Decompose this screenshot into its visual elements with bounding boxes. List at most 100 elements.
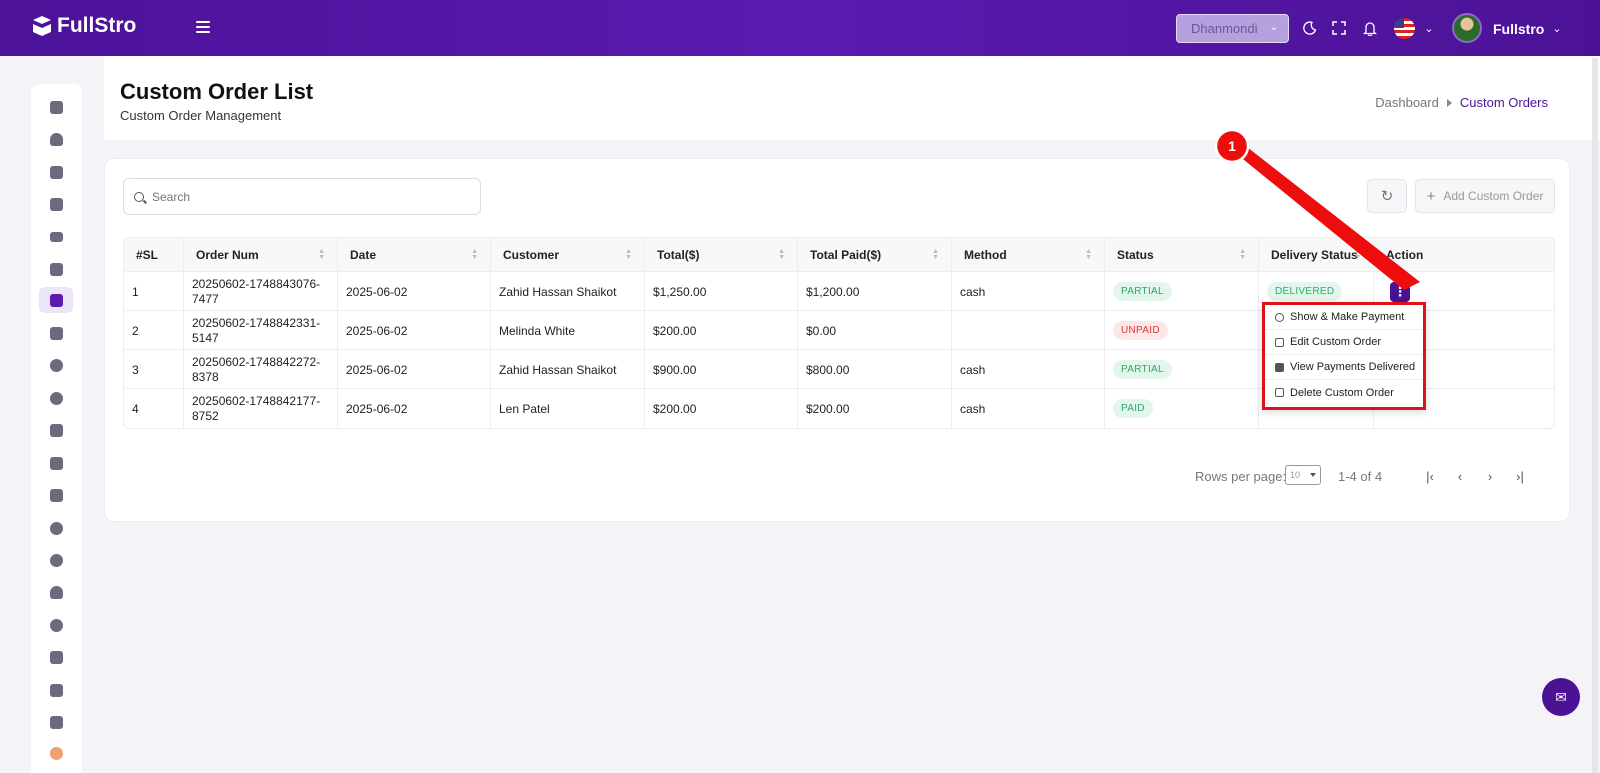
link-icon: [49, 618, 63, 632]
user-check-icon: [49, 585, 63, 599]
rows-per-page-value: 10: [1290, 470, 1301, 480]
sidebar-item-cart[interactable]: [39, 224, 73, 250]
cell-status: UNPAID: [1105, 311, 1259, 350]
sidebar-item-dashboard[interactable]: [39, 94, 73, 120]
bookmark-icon: [49, 683, 63, 697]
next-page-icon[interactable]: ›: [1487, 468, 1493, 484]
trash-icon: [1275, 388, 1284, 397]
sort-icon[interactable]: ▲ ▼: [1085, 248, 1092, 261]
chevron-down-icon: ⌄: [1269, 22, 1278, 33]
refresh-button[interactable]: ↻: [1367, 179, 1407, 213]
cell-date: 2025-06-02: [338, 272, 491, 311]
cell-method: [952, 311, 1105, 350]
breadcrumb-dashboard-link[interactable]: Dashboard: [1375, 95, 1439, 110]
fullscreen-icon[interactable]: [1329, 18, 1349, 38]
column-header-total[interactable]: Total($) ▲ ▼: [645, 238, 798, 272]
language-chevron-down-icon[interactable]: ⌄: [1424, 22, 1434, 35]
sidebar-item-documents[interactable]: [39, 191, 73, 217]
sidebar-item-expenses[interactable]: [39, 450, 73, 476]
first-page-icon[interactable]: |‹: [1426, 468, 1434, 484]
sort-icon[interactable]: ▲ ▼: [932, 248, 939, 261]
menu-item-label: Show & Make Payment: [1290, 311, 1405, 323]
sidebar-item-accounts[interactable]: [39, 482, 73, 508]
cell-total: $200.00: [645, 311, 798, 350]
cell-date: 2025-06-02: [338, 350, 491, 389]
search-box[interactable]: [123, 178, 481, 215]
bell-icon[interactable]: [1360, 18, 1380, 38]
user-chevron-down-icon[interactable]: ⌄: [1552, 22, 1562, 35]
column-header-delivery-status[interactable]: Delivery Status ▲ ▼: [1259, 238, 1374, 272]
sidebar-item-integrations[interactable]: [39, 612, 73, 638]
us-flag-icon[interactable]: [1394, 18, 1415, 39]
cell-sl: 2: [124, 311, 184, 350]
rows-per-page-select[interactable]: 10: [1285, 465, 1321, 485]
sidebar-item-more[interactable]: [39, 740, 73, 766]
sidebar-item-config[interactable]: [39, 547, 73, 573]
prev-page-icon[interactable]: ‹: [1457, 468, 1463, 484]
cell-total: $900.00: [645, 350, 798, 389]
sort-icon[interactable]: ▲ ▼: [625, 248, 632, 261]
cell-total: $1,250.00: [645, 272, 798, 311]
sidebar-item-custom-orders[interactable]: [39, 287, 73, 313]
sidebar-item-roles[interactable]: [39, 579, 73, 605]
sort-icon[interactable]: ▲ ▼: [318, 248, 325, 261]
menu-item-delete-custom-order[interactable]: Delete Custom Order: [1265, 380, 1423, 405]
chat-button[interactable]: ✉: [1542, 678, 1580, 716]
sidebar: [31, 84, 82, 773]
sidebar-item-customers[interactable]: [39, 385, 73, 411]
menu-icon[interactable]: [196, 21, 210, 33]
search-input[interactable]: [152, 189, 452, 204]
column-header-sl: #SL: [124, 238, 184, 272]
pagination: Rows per page: 10 1-4 of 4 |‹ ‹ › ›|: [1195, 465, 1555, 489]
sidebar-item-reports[interactable]: [39, 417, 73, 443]
sort-icon[interactable]: ▲ ▼: [778, 248, 785, 261]
list-icon: [49, 456, 63, 470]
add-custom-order-button[interactable]: + Add Custom Order: [1415, 179, 1555, 213]
status-badge: PARTIAL: [1113, 360, 1172, 379]
chat-bubble-icon: ✉: [1555, 688, 1567, 705]
last-page-icon[interactable]: ›|: [1516, 468, 1524, 484]
cell-date: 2025-06-02: [338, 389, 491, 428]
scrollbar[interactable]: [1592, 58, 1598, 773]
cell-customer: Melinda White: [491, 311, 645, 350]
column-header-status[interactable]: Status ▲ ▼: [1105, 238, 1259, 272]
row-actions-button[interactable]: ⋮: [1390, 281, 1410, 302]
logo-mark-icon: [33, 16, 51, 36]
column-header-date[interactable]: Date ▲ ▼: [338, 238, 491, 272]
sort-icon[interactable]: ▲ ▼: [1239, 248, 1246, 261]
menu-item-view-payments-delivered[interactable]: View Payments Delivered: [1265, 355, 1423, 380]
sidebar-item-tailoring[interactable]: [39, 320, 73, 346]
sidebar-item-shop[interactable]: [39, 256, 73, 282]
row-actions-menu: Show & Make Payment Edit Custom Order Vi…: [1262, 302, 1426, 410]
column-header-customer[interactable]: Customer ▲ ▼: [491, 238, 645, 272]
column-header-total-paid[interactable]: Total Paid($) ▲ ▼: [798, 238, 952, 272]
column-header-order-num[interactable]: Order Num ▲ ▼: [184, 238, 338, 272]
sidebar-item-settings[interactable]: [39, 515, 73, 541]
cell-sl: 4: [124, 389, 184, 428]
menu-item-edit-custom-order[interactable]: Edit Custom Order: [1265, 330, 1423, 355]
sidebar-item-bookmarks[interactable]: [39, 677, 73, 703]
sidebar-item-staff[interactable]: [39, 352, 73, 378]
sort-icon[interactable]: ▲ ▼: [471, 248, 478, 261]
delivery-status-badge: DELIVERED: [1267, 282, 1343, 301]
sidebar-item-notes[interactable]: [39, 709, 73, 735]
sort-icon[interactable]: ▲ ▼: [1354, 248, 1361, 261]
eye-icon: [1275, 312, 1284, 322]
cart-icon: [49, 232, 63, 242]
branch-select[interactable]: Dhanmondi ⌄: [1176, 14, 1289, 43]
brand-logo[interactable]: FullStro: [30, 14, 136, 38]
user-name[interactable]: Fullstro: [1493, 21, 1545, 37]
column-header-method[interactable]: Method ▲ ▼: [952, 238, 1105, 272]
sidebar-item-messages[interactable]: [39, 644, 73, 670]
avatar[interactable]: [1452, 13, 1482, 43]
sidebar-item-users[interactable]: [39, 126, 73, 152]
menu-item-show-make-payment[interactable]: Show & Make Payment: [1265, 305, 1423, 330]
rows-per-page-label: Rows per page:: [1195, 469, 1287, 484]
status-badge: UNPAID: [1113, 321, 1168, 340]
user-gear-icon: [49, 132, 63, 146]
cell-order-num: 20250602-1748842272-8378: [184, 350, 338, 389]
moon-icon[interactable]: [1300, 18, 1320, 38]
sidebar-item-products[interactable]: [39, 159, 73, 185]
cell-order-num: 20250602-1748843076-7477: [184, 272, 338, 311]
cell-method: cash: [952, 272, 1105, 311]
